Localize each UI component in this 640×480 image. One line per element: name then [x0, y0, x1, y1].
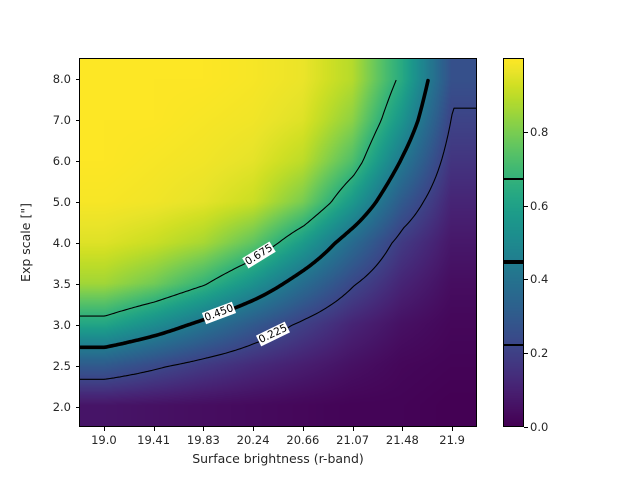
y-tick-label: 4.0: [52, 235, 71, 250]
y-tick-label: 2.5: [52, 358, 71, 373]
x-tick-mark: [253, 427, 255, 431]
y-tick-label: 3.0: [52, 317, 71, 332]
y-tick-label: 5.0: [52, 194, 71, 209]
colorbar-gradient: [504, 59, 523, 426]
y-tick-mark: [75, 324, 79, 326]
colorbar-tick-mark: [524, 353, 528, 355]
colorbar[interactable]: [503, 58, 524, 427]
y-tick-mark: [75, 242, 79, 244]
heatmap-image: [80, 59, 476, 426]
colorbar-tick-label: 0.2: [530, 346, 549, 361]
y-tick-mark: [75, 78, 79, 80]
y-tick-label: 8.0: [52, 71, 71, 86]
colorbar-tick-mark: [524, 427, 528, 428]
y-tick-label: 6.0: [52, 153, 71, 168]
contour-lines-group: [80, 78, 476, 380]
x-tick-label: 19.41: [137, 433, 171, 447]
x-tick-label: 19.0: [91, 433, 117, 447]
contour-line-0p675: [80, 79, 397, 317]
colorbar-contour-mark-0p675: [504, 178, 523, 180]
colorbar-tick-mark: [524, 279, 528, 281]
colorbar-tick-label: 0.8: [530, 124, 549, 139]
x-tick-mark: [103, 427, 105, 431]
x-tick-label: 21.9: [439, 433, 465, 447]
y-tick-mark: [75, 406, 79, 408]
y-tick-mark: [75, 160, 79, 162]
y-tick-label: 7.0: [52, 112, 71, 127]
x-tick-mark: [402, 427, 404, 431]
y-tick-label: 3.5: [52, 276, 71, 291]
colorbar-tick-mark: [524, 131, 528, 133]
y-tick-mark: [75, 365, 79, 367]
x-axis-label: Surface brightness (r-band): [192, 451, 364, 466]
colorbar-contour-mark-0p225: [504, 344, 523, 346]
colorbar-contour-mark-0p45: [504, 260, 523, 264]
colorbar-tick-label: 0.4: [530, 272, 549, 287]
x-tick-label: 20.24: [236, 433, 270, 447]
y-axis-label: Exp scale ["]: [17, 58, 33, 427]
y-tick-mark: [75, 119, 79, 121]
x-tick-label: 21.07: [336, 433, 370, 447]
x-tick-label: 21.48: [385, 433, 419, 447]
y-tick-mark: [75, 201, 79, 203]
heatmap-axes[interactable]: [79, 58, 477, 427]
colorbar-tick-label: 0.6: [530, 198, 549, 213]
x-tick-mark: [153, 427, 155, 431]
x-tick-mark: [352, 427, 354, 431]
x-tick-mark: [452, 427, 454, 431]
y-axis-label-text: Exp scale ["]: [17, 203, 33, 282]
y-tick-mark: [75, 283, 79, 285]
y-tick-label: 2.0: [52, 399, 71, 414]
x-tick-mark: [302, 427, 304, 431]
contour-line-0p45: [80, 78, 430, 350]
x-tick-label: 19.83: [186, 433, 220, 447]
x-tick-mark: [203, 427, 205, 431]
colorbar-tick-mark: [524, 205, 528, 207]
colorbar-tick-label: 0.0: [530, 420, 549, 434]
x-tick-label: 20.66: [286, 433, 320, 447]
